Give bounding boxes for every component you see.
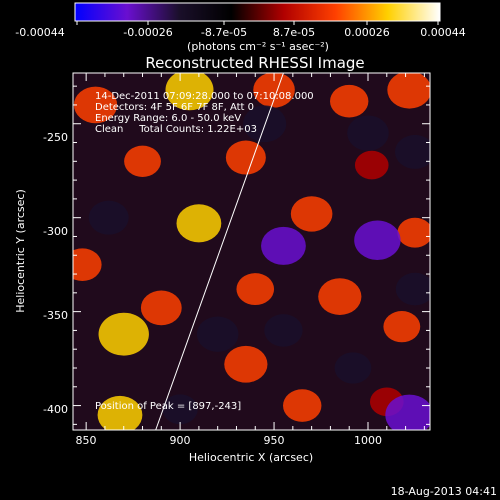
positive-blob-5: [124, 145, 161, 177]
positive-blob-6: [225, 140, 266, 175]
positive-blob-14: [318, 278, 362, 315]
positive-blob-2: [253, 73, 295, 108]
positive-blob-7: [354, 150, 389, 180]
negative-blob-32: [162, 394, 198, 425]
y-tick-m350: -350: [43, 309, 68, 322]
x-tick-850: 850: [76, 434, 97, 447]
negative-blob-28: [196, 316, 239, 352]
positive-blob-4: [387, 73, 430, 109]
colorbar-tick-0: -0.00044: [15, 26, 64, 39]
negative-blob-21: [243, 105, 287, 143]
x-tick-950: 950: [264, 434, 285, 447]
positive-blob-18: [283, 389, 322, 422]
positive-blob-9: [290, 196, 333, 232]
annotation-peak: Position of Peak = [897,-243]: [95, 401, 241, 412]
annotation-time: 14-Dec-2011 07:09:28.000 to 07:10:08.000: [95, 91, 314, 102]
annotation-energy: Energy Range: 6.0 - 50.0 keV: [95, 113, 241, 124]
x-axis-label: Heliocentric X (arcsec): [189, 451, 313, 464]
negative-blob-25: [354, 220, 401, 260]
colorbar-units: (photons cm⁻² s⁻¹ asec⁻²): [187, 40, 329, 53]
image-area: [73, 73, 430, 430]
footer-timestamp: 18-Aug-2013 04:41: [391, 485, 497, 498]
annotation-detectors: Detectors: 4F 5F 6F 7F 8F, Att 0: [95, 102, 254, 113]
positive-blob-17: [224, 345, 268, 383]
solar-limb-line: [155, 73, 284, 430]
colorbar-tick-4: 0.00026: [344, 26, 390, 39]
y-axis-label: Heliocentric Y (arcsec): [14, 189, 27, 313]
colorbar-tick-3: 8.7e-05: [273, 26, 315, 39]
colorbar-tick-5: 0.00044: [420, 26, 466, 39]
negative-blob-29: [264, 314, 303, 347]
positive-blob-11: [73, 248, 102, 281]
positive-blob-8: [176, 204, 222, 243]
negative-blob-31: [385, 394, 430, 430]
plot-frame: [72, 72, 431, 431]
intensity-blobs: [73, 73, 430, 430]
x-tick-900: 900: [170, 434, 191, 447]
colorbar-ticks: [76, 21, 439, 25]
negative-blob-26: [395, 272, 430, 306]
colorbar: [74, 2, 441, 22]
negative-blob-24: [261, 226, 306, 265]
positive-blob-16: [98, 312, 149, 356]
negative-blob-27: [88, 200, 129, 235]
x-tick-1000: 1000: [354, 434, 382, 447]
colorbar-tick-1: -0.00026: [123, 26, 172, 39]
positive-blob-12: [140, 290, 182, 326]
negative-blob-23: [394, 134, 430, 169]
negative-blob-30: [334, 352, 372, 384]
chart-title: Reconstructed RHESSI Image: [145, 54, 364, 72]
positive-blob-1: [165, 73, 214, 111]
positive-blob-19: [97, 395, 143, 430]
positive-blob-10: [397, 217, 430, 248]
positive-blob-3: [330, 84, 369, 118]
colorbar-tick-2: -8.7e-05: [201, 26, 247, 39]
positive-blob-0: [73, 86, 118, 124]
positive-blob-15: [383, 311, 421, 343]
axis-ticks: [73, 73, 430, 430]
annotation-counts: Clean Total Counts: 1.22E+03: [95, 124, 257, 135]
y-tick-m300: -300: [43, 225, 68, 238]
negative-blob-22: [347, 115, 389, 151]
y-tick-m250: -250: [43, 131, 68, 144]
y-tick-m400: -400: [43, 403, 68, 416]
positive-blob-13: [236, 273, 275, 306]
